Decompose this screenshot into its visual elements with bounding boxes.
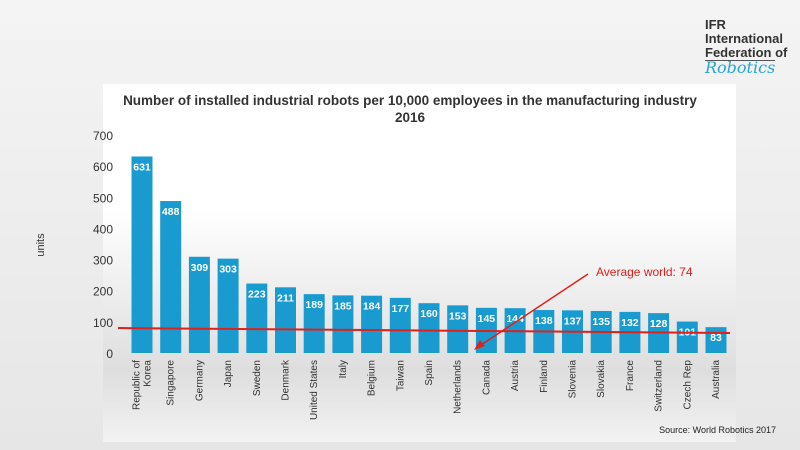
bar-value-label: 177 <box>392 303 410 315</box>
average-label: Average world: 74 <box>596 265 693 279</box>
bar-value-label: 184 <box>363 301 381 313</box>
bar-value-label: 144 <box>506 313 524 325</box>
bar-value-label: 488 <box>162 206 180 218</box>
bar <box>275 287 296 353</box>
x-tick-label: Singapore <box>166 360 177 406</box>
logo-line: Robotics <box>705 58 776 77</box>
x-tick-label: Czech Rep <box>682 360 693 410</box>
y-axis-label: units <box>35 233 47 257</box>
ifr-logo: IFR International Federation of Robotics <box>705 18 787 76</box>
arrow-head-icon <box>474 340 485 350</box>
bar-value-label: 185 <box>334 300 352 312</box>
x-tick-label: Taiwan <box>395 360 406 391</box>
x-tick-label: Slovakia <box>596 360 607 398</box>
bar-value-label: 145 <box>478 313 496 325</box>
logo-line: IFR <box>705 17 726 32</box>
x-tick-label: Belgium <box>367 360 378 396</box>
bar-value-label: 132 <box>621 317 639 329</box>
average-line <box>117 327 731 334</box>
bar <box>389 297 411 353</box>
logo-line: Federation of <box>705 45 788 60</box>
x-tick-label: Canada <box>481 360 492 395</box>
x-tick-label: Denmark <box>281 359 292 401</box>
x-tick-label: Republic of <box>132 360 143 410</box>
arrow-line <box>477 273 589 348</box>
x-tick-label: Korea <box>143 360 154 387</box>
x-tick-label: Australia <box>711 360 722 399</box>
bar-value-label: 189 <box>305 299 323 311</box>
bar <box>160 201 182 353</box>
bar-value-label: 223 <box>248 289 266 301</box>
bar <box>418 303 440 353</box>
x-tick-label: Switzerland <box>654 360 665 412</box>
x-tick-label: Finland <box>539 360 550 393</box>
bar <box>332 295 354 353</box>
x-tick-label: Japan <box>223 360 234 387</box>
bar <box>447 305 469 353</box>
bar <box>676 321 698 353</box>
bar-value-label: 211 <box>277 292 294 304</box>
logo-line: International <box>705 31 784 46</box>
bar-value-label: 153 <box>449 310 467 322</box>
x-tick-label: United States <box>309 360 320 420</box>
bar <box>246 283 268 353</box>
bar-value-label: 303 <box>219 264 237 276</box>
x-tick-label: Netherlands <box>453 360 464 414</box>
chart-title: Number of installed industrial robots pe… <box>123 93 697 125</box>
source-note: Source: World Robotics 2017 <box>659 425 776 435</box>
bar-value-label: 137 <box>564 315 582 327</box>
bar-value-label: 631 <box>133 161 151 173</box>
bar <box>131 156 153 353</box>
bar-value-label: 309 <box>191 262 209 274</box>
y-tick-label: 500 <box>93 191 113 205</box>
y-tick-label: 300 <box>93 254 113 268</box>
bar <box>361 295 383 353</box>
bar <box>303 294 325 353</box>
bar-value-label: 128 <box>650 318 668 330</box>
bar-value-label: 160 <box>420 308 438 320</box>
y-tick-label: 0 <box>106 347 113 361</box>
bar-value-label: 83 <box>710 332 722 344</box>
y-tick-label: 700 <box>93 129 113 143</box>
y-tick-label: 200 <box>93 285 113 299</box>
x-tick-label: France <box>625 360 636 392</box>
x-tick-label: Austria <box>510 360 521 392</box>
x-tick-label: Germany <box>194 360 205 401</box>
x-tick-label: Italy <box>338 360 349 378</box>
x-tick-label: Spain <box>424 360 435 386</box>
bar-value-label: 138 <box>535 315 553 327</box>
y-tick-label: 400 <box>93 222 113 236</box>
y-tick-label: 600 <box>93 160 113 174</box>
x-tick-label: Sweden <box>252 360 263 396</box>
bar-value-label: 135 <box>592 316 610 328</box>
x-tick-label: Slovenia <box>568 360 579 399</box>
y-tick-label: 100 <box>93 316 113 330</box>
